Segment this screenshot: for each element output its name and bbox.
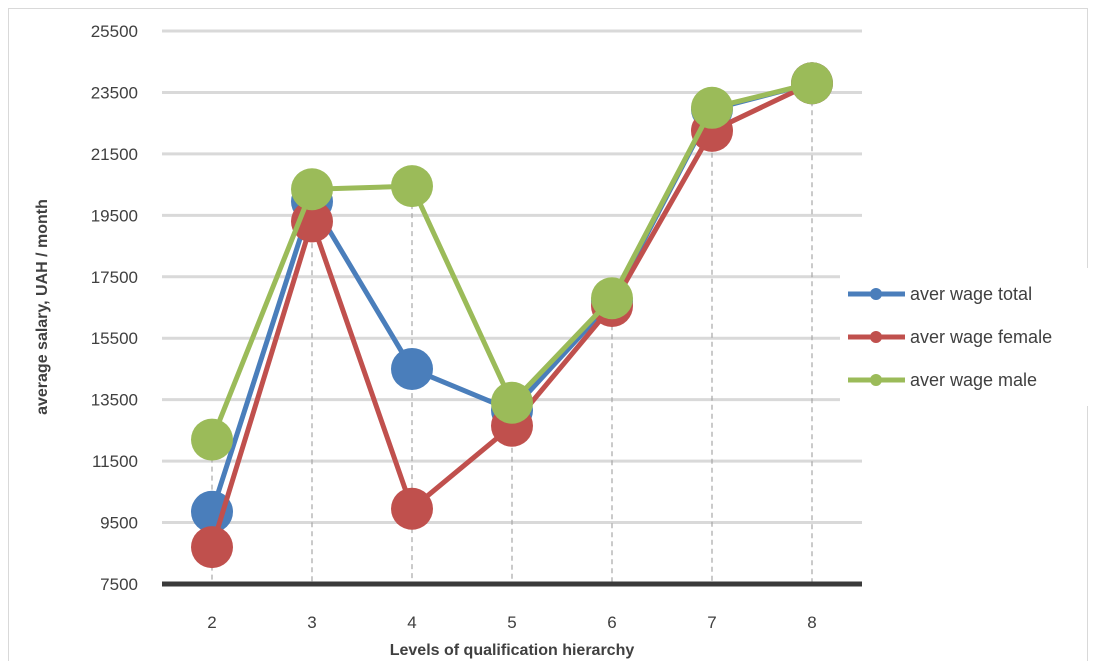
x-tick-label: 6 — [607, 613, 616, 632]
data-point — [791, 62, 833, 105]
series-aver-wage-female — [191, 62, 833, 569]
data-point — [391, 165, 433, 208]
series-aver-wage-male — [191, 62, 833, 461]
y-tick-label: 9500 — [100, 514, 138, 533]
series-layer — [191, 62, 833, 569]
legend-swatch-marker — [870, 374, 882, 386]
x-tick-label: 4 — [407, 613, 416, 632]
x-tick-label: 7 — [707, 613, 716, 632]
x-tick-label: 3 — [307, 613, 316, 632]
x-axis-title: Levels of qualification hierarchy — [390, 642, 635, 659]
x-tick-label: 2 — [207, 613, 216, 632]
data-point — [491, 381, 533, 424]
data-point — [191, 418, 233, 461]
data-point — [191, 526, 233, 569]
y-tick-label: 21500 — [91, 145, 138, 164]
data-point — [691, 86, 733, 129]
legend-label: aver wage male — [910, 370, 1037, 390]
data-point — [591, 277, 633, 320]
y-tick-label: 19500 — [91, 206, 138, 225]
legend-swatch-marker — [870, 331, 882, 343]
y-tick-label: 17500 — [91, 268, 138, 287]
y-tick-label: 25500 — [91, 22, 138, 41]
data-point — [391, 487, 433, 530]
data-point — [191, 490, 233, 533]
y-axis-title: average salary, UAH / month — [34, 199, 51, 415]
x-tick-label: 5 — [507, 613, 516, 632]
axis-layer: 7500950011500135001550017500195002150023… — [91, 22, 862, 632]
y-tick-label: 15500 — [91, 329, 138, 348]
y-tick-label: 23500 — [91, 83, 138, 102]
legend-label: aver wage female — [910, 327, 1052, 347]
data-point — [291, 168, 333, 211]
legend-swatch-marker — [870, 288, 882, 300]
drop-lines — [211, 83, 813, 584]
legend-label: aver wage total — [910, 284, 1032, 304]
data-point — [391, 347, 433, 390]
legend: aver wage total aver wage female aver wage… — [840, 268, 1090, 406]
y-tick-label: 11500 — [92, 452, 138, 471]
y-tick-label: 13500 — [91, 391, 138, 410]
y-tick-label: 7500 — [100, 575, 138, 594]
x-tick-label: 8 — [807, 613, 816, 632]
